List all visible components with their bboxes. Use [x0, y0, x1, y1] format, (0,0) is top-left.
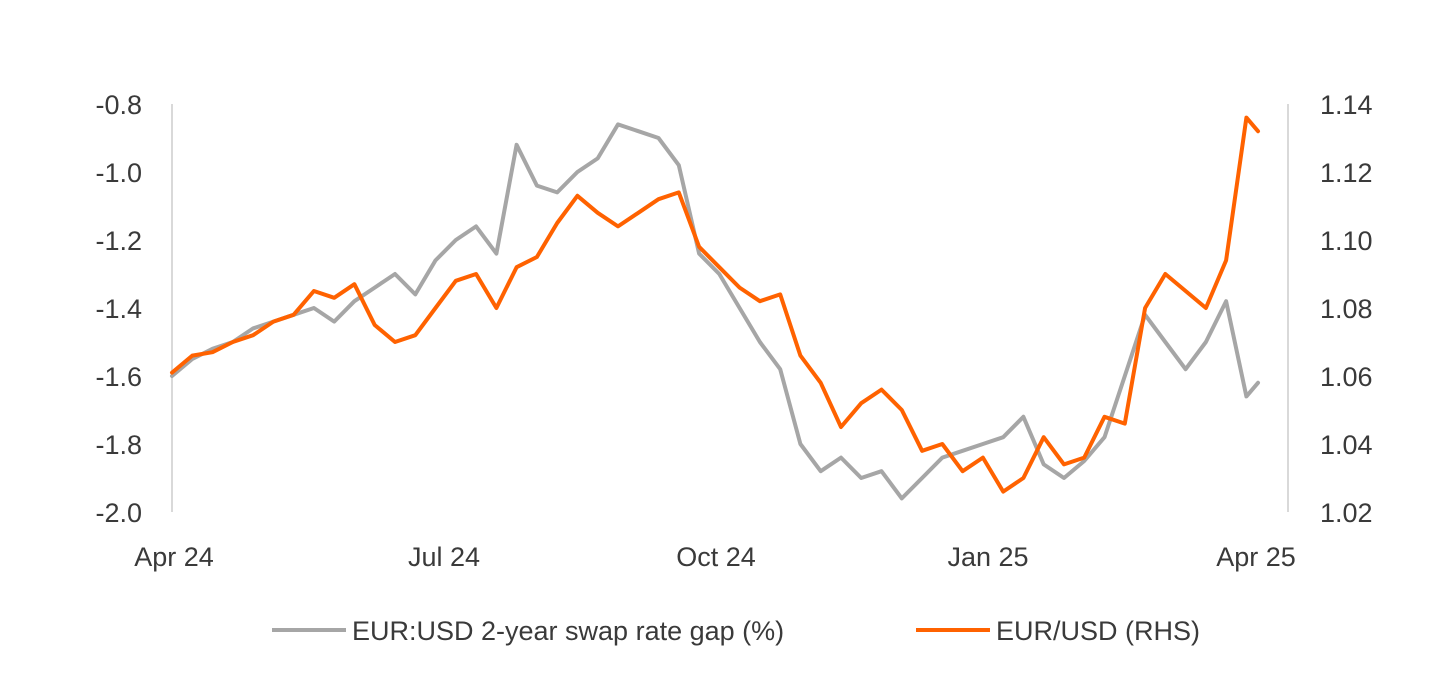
right-y-tick-label: 1.12 [1320, 158, 1373, 188]
right-y-tick-labels: 1.14 1.12 1.10 1.08 1.06 1.04 1.02 [1320, 90, 1373, 528]
right-y-tick-label: 1.14 [1320, 90, 1373, 120]
left-y-tick-label: -2.0 [95, 498, 142, 528]
x-tick-labels: Apr 24 Jul 24 Oct 24 Jan 25 Apr 25 [134, 542, 1296, 572]
series-line-eurusd [170, 115, 1260, 494]
right-y-tick-label: 1.02 [1320, 498, 1373, 528]
left-y-tick-labels: -0.8 -1.0 -1.2 -1.4 -1.6 -1.8 -2.0 [95, 90, 142, 528]
right-y-tick-label: 1.08 [1320, 294, 1373, 324]
x-tick-label: Oct 24 [676, 542, 756, 572]
series-line-swap-rate-gap [170, 122, 1260, 501]
legend-label-swap-rate-gap: EUR:USD 2-year swap rate gap (%) [352, 616, 784, 646]
left-y-tick-label: -1.2 [95, 226, 142, 256]
left-y-tick-label: -1.4 [95, 294, 142, 324]
right-y-tick-label: 1.06 [1320, 362, 1373, 392]
x-tick-label: Jan 25 [947, 542, 1028, 572]
x-tick-label: Jul 24 [408, 542, 480, 572]
x-tick-label: Apr 25 [1216, 542, 1296, 572]
left-y-tick-label: -1.0 [95, 158, 142, 188]
left-y-tick-label: -1.6 [95, 362, 142, 392]
right-y-tick-label: 1.10 [1320, 226, 1373, 256]
left-y-tick-label: -1.8 [95, 430, 142, 460]
right-y-tick-label: 1.04 [1320, 430, 1373, 460]
legend: EUR:USD 2-year swap rate gap (%) EUR/USD… [272, 616, 1200, 646]
legend-label-eurusd: EUR/USD (RHS) [996, 616, 1200, 646]
x-tick-label: Apr 24 [134, 542, 214, 572]
left-y-tick-label: -0.8 [95, 90, 142, 120]
